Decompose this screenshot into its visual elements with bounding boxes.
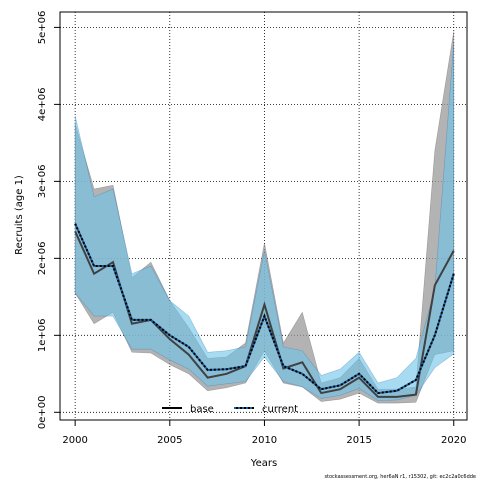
- x-axis-title: Years: [250, 458, 277, 469]
- legend-current-label: current: [262, 404, 298, 415]
- y-tick-label-0: 0e+00: [37, 395, 48, 429]
- y-tick-label-4: 4e+06: [37, 88, 48, 122]
- plot-border: [59, 11, 468, 421]
- line-current: [74, 223, 455, 395]
- line-base: [74, 230, 455, 398]
- x-tick-label-4: 2020: [441, 435, 466, 446]
- series-lines: [74, 223, 455, 398]
- x-axis: 2000 2005 2010 2015 2020: [62, 420, 466, 446]
- x-tick-label-0: 2000: [62, 435, 87, 446]
- x-tick-label-3: 2015: [346, 435, 371, 446]
- y-tick-label-1: 1e+06: [37, 319, 48, 353]
- y-tick-label-2: 2e+06: [37, 242, 48, 276]
- confidence-bands: [74, 31, 455, 404]
- plot-frame: [59, 11, 468, 421]
- y-axis-title: Recruits (age 1): [14, 175, 25, 255]
- x-tick-label-1: 2005: [157, 435, 182, 446]
- x-tick-label-2: 2010: [252, 435, 277, 446]
- band-current: [74, 42, 455, 402]
- legend-base-label: base: [190, 404, 214, 415]
- plot-area: [60, 12, 467, 420]
- y-axis: 0e+00 1e+06 2e+06 3e+06 4e+06 5e+06: [37, 11, 60, 429]
- legend: base current: [162, 404, 298, 415]
- footer-credit: stockassessment.org, her6aN r1, r15302, …: [324, 474, 476, 480]
- y-tick-label-3: 3e+06: [37, 165, 48, 199]
- y-tick-label-5: 5e+06: [37, 11, 48, 45]
